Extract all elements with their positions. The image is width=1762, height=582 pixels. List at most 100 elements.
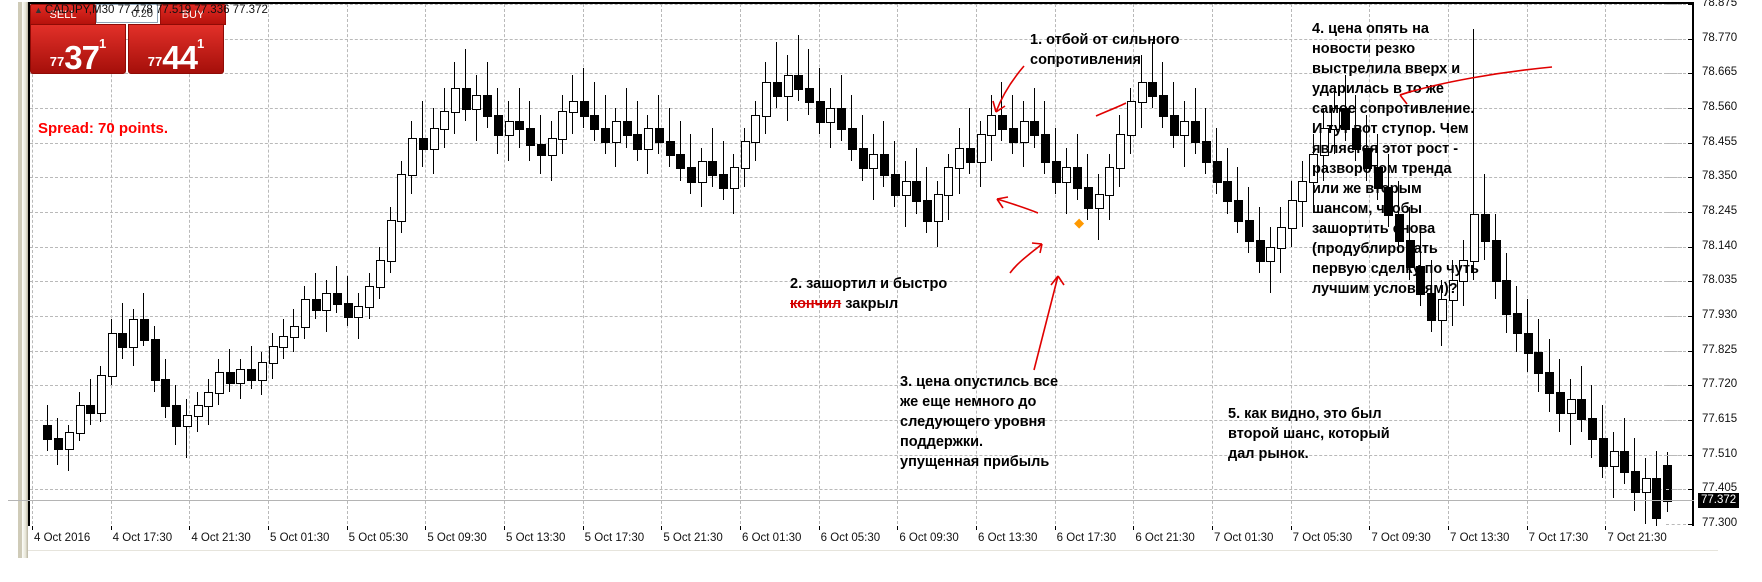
candle-body-bearish	[1213, 160, 1222, 183]
price-tick-label: 78.035	[1702, 274, 1738, 287]
left-scrollbar-thumb[interactable]	[22, 2, 28, 558]
annotation-1: 1. отбой от сильного сопротивления	[1030, 32, 1180, 68]
vertical-gridline	[1054, 4, 1056, 524]
candle-body-bullish	[204, 391, 213, 408]
candle-wick	[680, 121, 681, 181]
candle-body-bearish	[1395, 213, 1404, 243]
candle-body-bullish	[1105, 167, 1114, 196]
candle-body-bullish	[108, 332, 117, 378]
buy-price-prefix: 77	[147, 54, 163, 69]
left-scrollbar-track[interactable]	[18, 2, 22, 558]
candle-wick	[583, 68, 584, 128]
candle-body-bearish	[590, 114, 599, 130]
lot-size-input[interactable]: 0.20	[96, 4, 158, 23]
price-tick-label: 77.615	[1702, 413, 1738, 425]
candle-body-bullish	[408, 137, 417, 177]
candle-body-bearish	[1256, 240, 1265, 262]
candle-body-bearish	[1620, 451, 1629, 474]
price-tick-dash	[1666, 246, 1686, 248]
candle-body-bearish	[462, 88, 471, 110]
candle-body-bearish	[537, 144, 546, 157]
candle-wick	[540, 114, 541, 175]
price-axis[interactable]: 78.875 78.770 78.665 78.560 78.455 78.350 78.2…	[8, 0, 1762, 558]
time-tick-mark	[346, 526, 348, 530]
price-tick-mark	[1688, 212, 1694, 213]
candle-body-bearish	[794, 74, 803, 91]
time-tick-label: 5 Oct 17:30	[584, 532, 645, 544]
candle-wick	[637, 101, 638, 161]
horizontal-gridline	[30, 385, 1682, 387]
candle-body-bullish	[730, 167, 739, 190]
candle-body-bearish	[837, 108, 846, 130]
price-tick-label: 78.455	[1702, 135, 1738, 148]
vertical-gridline	[818, 4, 820, 524]
price-tick-dash	[1666, 142, 1686, 144]
time-tick-label: 6 Oct 01:30	[742, 532, 802, 544]
time-tick-mark	[1133, 526, 1135, 530]
time-tick-mark	[976, 526, 977, 530]
time-tick-mark	[1290, 526, 1292, 530]
candle-body-bearish	[687, 167, 696, 183]
candle-wick	[594, 81, 595, 141]
candle-body-bullish	[1116, 134, 1125, 170]
annotation-4: 4. цена опять на новости резко выстрелил…	[1312, 21, 1479, 297]
candle-body-bearish	[1534, 352, 1543, 375]
candle-body-bearish	[998, 114, 1007, 130]
candle-body-bullish	[1470, 213, 1479, 262]
candle-body-bullish	[183, 415, 192, 427]
price-tick-mark	[1688, 316, 1694, 317]
candle-body-bullish	[548, 137, 557, 157]
price-tick-dash	[1666, 524, 1686, 525]
time-tick-mark	[268, 526, 269, 530]
candle-body-bearish	[816, 101, 825, 124]
candle-body-bearish	[333, 292, 342, 305]
candle-body-bearish	[118, 332, 127, 348]
price-tick-dash	[1666, 177, 1686, 179]
candle-body-bullish	[1320, 127, 1329, 157]
time-tick-mark	[818, 526, 820, 530]
candle-body-bearish	[1577, 398, 1586, 421]
candle-wick	[519, 88, 520, 148]
candle-body-bearish	[1384, 187, 1393, 216]
candle-wick	[229, 349, 230, 392]
time-tick-label: 4 Oct 17:30	[112, 532, 173, 544]
sell-price-display[interactable]: 77 37 1	[30, 24, 126, 74]
candle-body-bearish	[805, 88, 814, 104]
candle-wick	[723, 141, 724, 201]
vertical-gridline	[268, 4, 269, 524]
vertical-gridline	[504, 4, 505, 524]
buy-price-fraction: 1	[196, 36, 205, 51]
vertical-gridline	[110, 4, 112, 524]
candle-body-bullish	[1095, 193, 1104, 210]
buy-price-display[interactable]: 77 44 1	[128, 24, 224, 74]
candle-body-bullish	[258, 362, 267, 381]
annotation-2-strikethrough: кончил	[790, 296, 842, 312]
price-tick-label: 77.405	[1702, 482, 1738, 495]
price-tick-dash	[1666, 350, 1686, 352]
candle-body-bearish	[247, 368, 256, 381]
time-axis[interactable]: 4 Oct 2016 4 Oct 17:30 4 Oct 21:30 5 Oct 01…	[28, 526, 1718, 560]
candle-body-bullish	[97, 375, 106, 414]
one-click-trading-panel[interactable]: SELL 0.20 BUY 77 37 1 77 44 1	[30, 4, 230, 76]
time-tick-label: 6 Oct 17:30	[1056, 532, 1117, 544]
candle-body-bullish	[987, 114, 996, 137]
candle-body-bullish	[1309, 154, 1318, 183]
price-tick-mark	[1688, 73, 1694, 75]
candle-body-bearish	[1009, 127, 1018, 143]
buy-button[interactable]: BUY	[160, 4, 226, 25]
price-tick-dash	[1666, 38, 1686, 40]
candle-body-bearish	[1663, 465, 1672, 503]
candle-body-bullish	[129, 319, 138, 348]
vertical-gridline	[346, 4, 348, 524]
time-axis-rule	[28, 550, 1718, 551]
time-tick-label: 7 Oct 21:30	[1607, 532, 1667, 544]
candle-body-bearish	[526, 127, 535, 147]
annotation-2-post: закрыл	[841, 296, 899, 312]
candle-wick	[658, 94, 659, 155]
price-tick-dash	[1666, 73, 1686, 75]
time-tick-label: 5 Oct 09:30	[427, 532, 487, 544]
time-tick-label: 7 Oct 13:30	[1450, 532, 1510, 544]
collapse-triangle-icon[interactable]: ▲	[34, 4, 43, 15]
horizontal-gridline	[30, 108, 1682, 109]
buy-price-main: 44	[162, 38, 198, 76]
